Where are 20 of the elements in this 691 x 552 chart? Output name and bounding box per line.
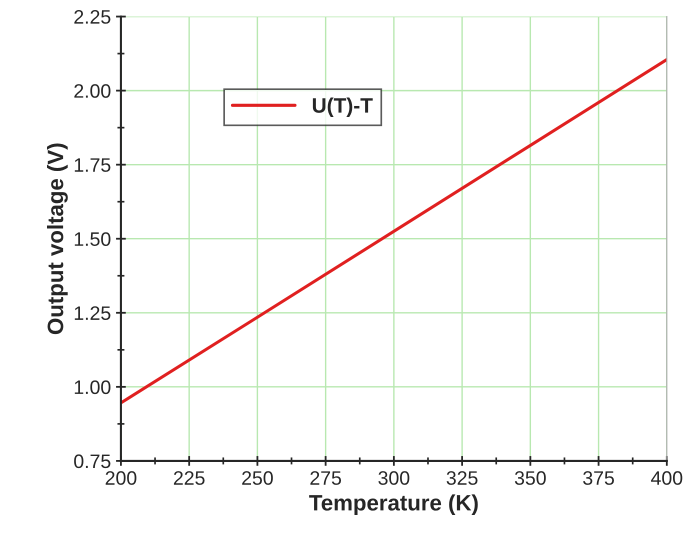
y-tick-label: 1.25 bbox=[74, 306, 110, 320]
x-tick-label: 200 bbox=[106, 471, 136, 485]
x-tick-label: 300 bbox=[378, 471, 410, 485]
y-axis-title: Output voltage (V) bbox=[46, 144, 68, 334]
x-tick-label: 225 bbox=[174, 471, 205, 485]
x-tick-label: 250 bbox=[242, 471, 273, 485]
y-tick-label: 1.00 bbox=[74, 380, 110, 394]
x-axis-title: Temperature (K) bbox=[309, 494, 478, 516]
line-series bbox=[120, 58, 667, 404]
y-tick-label: 2.25 bbox=[74, 10, 110, 24]
y-tick-label: 2.00 bbox=[74, 84, 110, 98]
x-tick-label: 275 bbox=[310, 471, 342, 485]
y-tick-label: 1.75 bbox=[74, 158, 110, 172]
x-tick-label: 350 bbox=[514, 471, 546, 485]
x-tick-label: 325 bbox=[446, 471, 478, 485]
x-tick-label: 400 bbox=[651, 471, 682, 485]
y-tick-label: 1.50 bbox=[74, 232, 110, 246]
x-tick-label: 375 bbox=[583, 471, 614, 485]
y-tick-label: 0.75 bbox=[74, 454, 110, 468]
legend-label: U(T)-T bbox=[312, 98, 373, 117]
